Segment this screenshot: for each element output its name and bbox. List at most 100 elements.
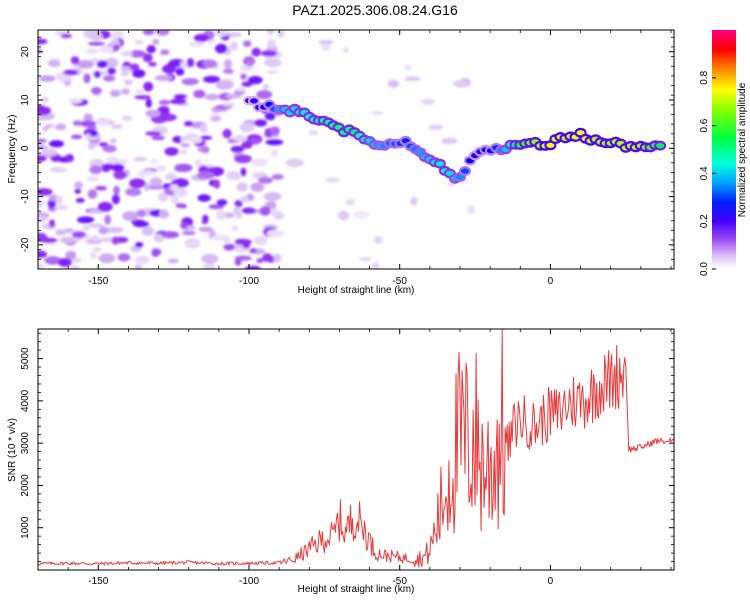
- spectrogram-y-label: Frequency (Hz): [7, 115, 18, 184]
- snr-y-tick-label: 3000: [20, 432, 31, 455]
- spectrogram-cell: [264, 58, 282, 67]
- spectrogram-cell: [109, 89, 121, 97]
- spectrogram-cell: [107, 226, 124, 233]
- spectrogram-cell: [285, 158, 304, 168]
- spectrogram-cell: [231, 225, 239, 231]
- spectrogram-cell: [174, 163, 193, 173]
- spectrogram-cell: [89, 130, 99, 137]
- snr-y-tick-label: 2000: [20, 474, 31, 497]
- spectrogram-cell: [42, 125, 49, 132]
- spectrogram-cell: [167, 258, 179, 264]
- spectrogram-cell: [93, 70, 101, 78]
- colorbar-label: Normalized spectral amplitude: [737, 82, 748, 217]
- spectrogram-cell: [120, 71, 129, 77]
- colorbar-gradient: [712, 30, 736, 269]
- spectrogram-cell: [266, 69, 280, 74]
- snr-x-tick-label: -100: [239, 576, 259, 587]
- spectrogram-cell: [222, 236, 231, 244]
- spectrogram-cell: [358, 257, 372, 262]
- spectrogram-cell: [150, 159, 159, 164]
- spectrogram-cell: [265, 139, 284, 146]
- spectrogram-cell: [71, 231, 86, 239]
- spectrogram-cell: [101, 163, 116, 169]
- spectrogram-cell: [249, 248, 257, 254]
- spectrogram-y-tick-label: 0: [20, 145, 31, 151]
- spectrogram-cell: [38, 38, 48, 45]
- spectrogram-cell: [230, 41, 238, 51]
- spectrogram-cell: [38, 262, 45, 269]
- spectrogram-cell: [89, 252, 98, 259]
- spectrogram-cell: [253, 236, 268, 246]
- spectrogram-cell: [39, 237, 58, 243]
- spectrogram-cell: [235, 209, 243, 220]
- colorbar-tick-label: 0.6: [699, 118, 710, 132]
- spectrogram-cell: [240, 195, 249, 203]
- spectrogram-cell: [167, 61, 181, 68]
- spectrogram-cell: [410, 197, 418, 206]
- spectrogram-x-label: Height of straight line (km): [298, 285, 415, 296]
- spectrogram-cell: [142, 30, 155, 36]
- spectrogram-cell: [308, 130, 319, 136]
- spectrogram-cell: [241, 207, 256, 214]
- spectrogram-cell: [68, 98, 83, 104]
- snr-y-tick-label: 4000: [20, 389, 31, 412]
- spectrogram-cell: [95, 117, 112, 126]
- spectrogram-cell: [318, 40, 334, 45]
- spectrogram-cell: [239, 122, 255, 133]
- spectrogram-cell: [72, 120, 82, 126]
- spectrogram-cell: [123, 79, 133, 86]
- spectrogram-cell: [38, 199, 44, 208]
- spectrogram-cell: [250, 158, 268, 167]
- spectrogram-cell: [223, 212, 235, 219]
- snr-x-ticks: -150 -100 -50 0: [37, 329, 672, 587]
- spectrogram-cell: [151, 135, 165, 141]
- snr-x-tick-label: -50: [392, 576, 407, 587]
- spectrogram-cell: [216, 199, 228, 206]
- spectrogram-cell: [98, 226, 109, 235]
- spectrogram-cell: [86, 176, 99, 182]
- spectrogram-cell: [153, 233, 165, 243]
- spectrogram-cell: [233, 135, 248, 142]
- spectrogram-cell: [199, 135, 213, 140]
- spectrogram-cell: [269, 126, 280, 135]
- spectrogram-cell: [113, 185, 120, 195]
- spectrogram-cell: [143, 81, 154, 92]
- spectrogram-cell: [240, 167, 247, 177]
- colorbar-tick-label: 0.8: [699, 70, 710, 84]
- spectrogram-cell: [134, 39, 144, 45]
- spectrogram-cell: [120, 51, 134, 57]
- spectrogram-cell: [38, 47, 42, 55]
- spectrogram-cell: [264, 112, 276, 121]
- spectrogram-cell: [89, 165, 103, 175]
- spectrogram-cell: [74, 181, 83, 190]
- snr-x-tick-label: 0: [548, 576, 554, 587]
- spectrogram-cell: [134, 95, 152, 100]
- spectrogram-cell: [133, 156, 148, 162]
- spectrogram-cell: [225, 93, 243, 99]
- spectrogram-cell: [236, 87, 245, 93]
- colorbar-tick-label: 0.0: [699, 262, 710, 276]
- spectrogram-cell: [262, 83, 269, 90]
- spectrogram-cell: [79, 120, 97, 127]
- colorbar: 0.0 0.2 0.4 0.6 0.8 Normalized spectral ampl…: [699, 30, 748, 276]
- snr-y-tick-label: 1000: [20, 516, 31, 539]
- spectrogram-cell: [70, 56, 80, 65]
- spectrogram-cell: [215, 80, 234, 90]
- spectrogram-cell: [44, 256, 62, 265]
- spectrogram-cell: [421, 98, 436, 105]
- spectrogram-cell: [222, 68, 234, 74]
- spectrogram-cell: [106, 156, 119, 165]
- spectrogram-cell: [181, 231, 196, 236]
- spectrogram-cell: [428, 124, 443, 131]
- spectrogram-cell: [134, 242, 144, 248]
- spectrogram-cell: [159, 113, 177, 122]
- spectrogram-cell: [270, 207, 279, 217]
- spectrogram-cell: [38, 215, 48, 223]
- spectrogram-y-tick-label: -10: [20, 189, 31, 204]
- spectrogram-cell: [234, 239, 253, 245]
- spectrogram-cell: [112, 44, 120, 51]
- spectrogram-cell: [132, 69, 146, 78]
- spectrogram-cell: [57, 258, 72, 267]
